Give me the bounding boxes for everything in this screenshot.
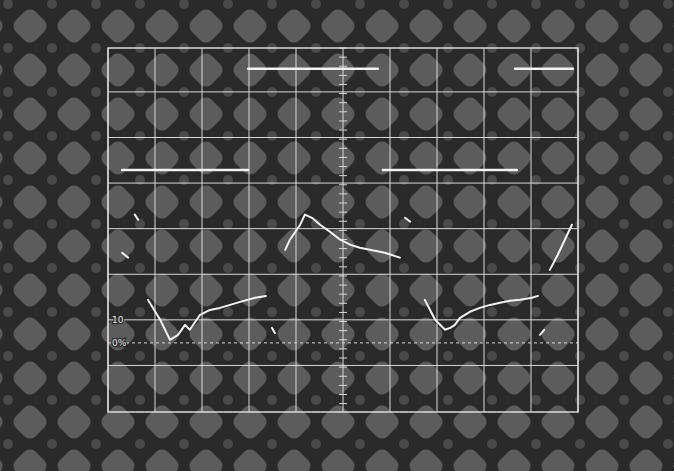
minor-tick xyxy=(339,376,347,377)
minor-tick xyxy=(339,166,347,167)
minor-tick xyxy=(339,203,347,204)
minor-tick xyxy=(339,312,347,313)
minor-tick xyxy=(339,221,347,222)
grid-line-x xyxy=(202,48,203,412)
graticule-division xyxy=(108,91,578,92)
graticule-division xyxy=(108,137,578,138)
plot-frame xyxy=(108,48,578,412)
graticule-division xyxy=(108,183,578,184)
minor-tick xyxy=(339,403,347,404)
minor-tick xyxy=(339,75,347,76)
minor-tick xyxy=(339,321,347,322)
minor-tick xyxy=(339,303,347,304)
grid-line-x xyxy=(249,48,250,412)
minor-tick xyxy=(339,275,347,276)
trace xyxy=(122,215,572,340)
grid-line-x xyxy=(437,48,438,412)
grid-line-x xyxy=(390,48,391,412)
graticule-division xyxy=(108,228,578,229)
minor-tick xyxy=(339,294,347,295)
minor-tick xyxy=(339,93,347,94)
minor-tick xyxy=(339,285,347,286)
graticule-division xyxy=(108,365,578,366)
minor-tick xyxy=(339,212,347,213)
grid-line-x xyxy=(484,48,485,412)
minor-tick xyxy=(339,84,347,85)
minor-tick xyxy=(339,230,347,231)
minor-tick xyxy=(339,266,347,267)
background xyxy=(0,0,674,471)
graticule xyxy=(108,48,578,412)
minor-tick xyxy=(339,257,347,258)
minor-tick xyxy=(339,111,347,112)
minor-tick xyxy=(339,148,347,149)
minor-tick xyxy=(339,394,347,395)
y-tick-label: 0% xyxy=(112,338,127,348)
y-tick-label: 10 xyxy=(112,315,124,325)
minor-tick xyxy=(339,184,347,185)
minor-tick xyxy=(339,57,347,58)
minor-tick xyxy=(339,175,347,176)
grid-line-x xyxy=(531,48,532,412)
minor-tick xyxy=(339,358,347,359)
minor-tick xyxy=(339,193,347,194)
scope-screen: 0% 10 xyxy=(0,0,674,471)
traces xyxy=(122,69,573,340)
minor-tick xyxy=(339,348,347,349)
minor-tick xyxy=(339,139,347,140)
minor-tick xyxy=(339,367,347,368)
minor-tick xyxy=(339,248,347,249)
minor-tick xyxy=(339,130,347,131)
minor-tick xyxy=(339,66,347,67)
grid-line-y xyxy=(108,342,578,343)
minor-tick xyxy=(339,102,347,103)
minor-tick xyxy=(339,330,347,331)
grid-line-x xyxy=(155,48,156,412)
trace xyxy=(122,69,573,170)
minor-tick xyxy=(339,157,347,158)
minor-tick xyxy=(339,385,347,386)
minor-tick xyxy=(339,120,347,121)
grid-line-y xyxy=(108,319,578,320)
graticule-division xyxy=(108,274,578,275)
minor-tick xyxy=(339,339,347,340)
